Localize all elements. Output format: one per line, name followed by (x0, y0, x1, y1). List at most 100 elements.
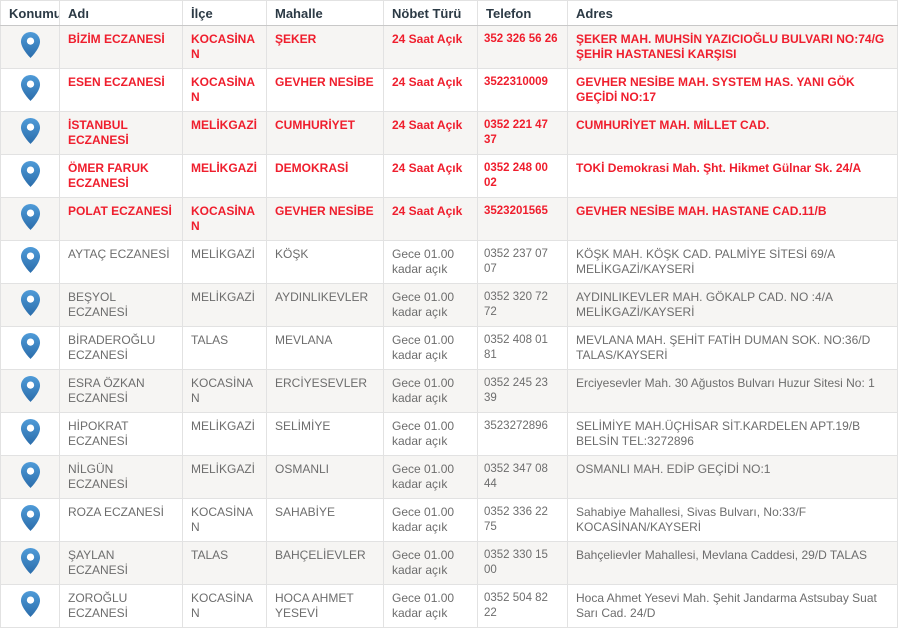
address-cell: ŞEKER MAH. MUHSİN YAZICIOĞLU BULVARI NO:… (567, 25, 898, 69)
location-cell (0, 283, 60, 327)
table-row: POLAT ECZANESİ KOCASİNAN GEVHER NESİBE 24 S… (0, 197, 898, 241)
phone-cell: 0352 330 15 00 (477, 541, 568, 585)
duty-type-cell: Gece 01.00 kadar açık (383, 326, 478, 370)
header-phone: Telefon (477, 0, 568, 26)
phone-cell: 0352 336 22 75 (477, 498, 568, 542)
district-cell: MELİKGAZİ (182, 240, 267, 284)
location-cell (0, 154, 60, 198)
location-cell (0, 326, 60, 370)
table-row: BİZİM ECZANESİ KOCASİNAN ŞEKER 24 Saat Açık… (0, 25, 898, 69)
pharmacy-name: İSTANBUL ECZANESİ (59, 111, 183, 155)
duty-type-cell: 24 Saat Açık (383, 111, 478, 155)
neighborhood-cell: DEMOKRASİ (266, 154, 384, 198)
location-cell (0, 68, 60, 112)
district-cell: KOCASİNAN (182, 68, 267, 112)
location-cell (0, 369, 60, 413)
location-pin-icon[interactable] (20, 376, 41, 402)
phone-cell: 0352 504 82 22 (477, 584, 568, 628)
header-neighborhood: Mahalle (266, 0, 384, 26)
table-row: İSTANBUL ECZANESİ MELİKGAZİ CUMHURİYET 24 S… (0, 111, 898, 155)
phone-cell: 3523201565 (477, 197, 568, 241)
header-district: İlçe (182, 0, 267, 26)
table-row: HİPOKRAT ECZANESİ MELİKGAZİ SELİMİYE Gece 0… (0, 412, 898, 456)
phone-cell: 0352 221 47 37 (477, 111, 568, 155)
address-cell: Sahabiye Mahallesi, Sivas Bulvarı, No:33… (567, 498, 898, 542)
pharmacy-name: POLAT ECZANESİ (59, 197, 183, 241)
neighborhood-cell: GEVHER NESİBE (266, 197, 384, 241)
location-pin-icon[interactable] (20, 118, 41, 144)
table-row: AYTAÇ ECZANESİ MELİKGAZİ KÖŞK Gece 01.00 ka… (0, 240, 898, 284)
district-cell: MELİKGAZİ (182, 412, 267, 456)
neighborhood-cell: ŞEKER (266, 25, 384, 69)
address-cell: AYDINLIKEVLER MAH. GÖKALP CAD. NO :4/A M… (567, 283, 898, 327)
neighborhood-cell: AYDINLIKEVLER (266, 283, 384, 327)
duty-type-cell: 24 Saat Açık (383, 154, 478, 198)
location-cell (0, 412, 60, 456)
district-cell: KOCASİNAN (182, 369, 267, 413)
duty-type-cell: Gece 01.00 kadar açık (383, 283, 478, 327)
address-cell: SELİMİYE MAH.ÜÇHİSAR SİT.KARDELEN APT.19… (567, 412, 898, 456)
address-cell: Hoca Ahmet Yesevi Mah. Şehit Jandarma As… (567, 584, 898, 628)
phone-cell: 352 326 56 26 (477, 25, 568, 69)
location-pin-icon[interactable] (20, 462, 41, 488)
pharmacy-table-body: BİZİM ECZANESİ KOCASİNAN ŞEKER 24 Saat Açık… (0, 25, 898, 628)
table-row: ŞAYLAN ECZANESİ TALAS BAHÇELİEVLER Gece 01.… (0, 541, 898, 585)
location-pin-icon[interactable] (20, 290, 41, 316)
location-cell (0, 541, 60, 585)
neighborhood-cell: BAHÇELİEVLER (266, 541, 384, 585)
pharmacy-name: ÖMER FARUK ECZANESİ (59, 154, 183, 198)
phone-cell: 0352 320 72 72 (477, 283, 568, 327)
pharmacy-name: ESRA ÖZKAN ECZANESİ (59, 369, 183, 413)
duty-type-cell: Gece 01.00 kadar açık (383, 412, 478, 456)
location-pin-icon[interactable] (20, 204, 41, 230)
header-location: Konumu (0, 0, 60, 26)
location-pin-icon[interactable] (20, 333, 41, 359)
address-cell: GEVHER NESİBE MAH. SYSTEM HAS. YANI GÖK … (567, 68, 898, 112)
table-row: BEŞYOL ECZANESİ MELİKGAZİ AYDINLIKEVLER Gec… (0, 283, 898, 327)
duty-type-cell: 24 Saat Açık (383, 197, 478, 241)
district-cell: KOCASİNAN (182, 498, 267, 542)
phone-cell: 0352 237 07 07 (477, 240, 568, 284)
header-row: Konumu Adı İlçe Mahalle Nöbet Türü Telef… (0, 0, 898, 26)
neighborhood-cell: ERCİYESEVLER (266, 369, 384, 413)
location-pin-icon[interactable] (20, 75, 41, 101)
location-pin-icon[interactable] (20, 505, 41, 531)
neighborhood-cell: HOCA AHMET YESEVİ (266, 584, 384, 628)
phone-cell: 3523272896 (477, 412, 568, 456)
pharmacy-name: NİLGÜN ECZANESİ (59, 455, 183, 499)
pharmacy-name: ROZA ECZANESİ (59, 498, 183, 542)
location-cell (0, 498, 60, 542)
phone-cell: 3522310009 (477, 68, 568, 112)
phone-cell: 0352 245 23 39 (477, 369, 568, 413)
pharmacy-name: AYTAÇ ECZANESİ (59, 240, 183, 284)
district-cell: MELİKGAZİ (182, 455, 267, 499)
location-pin-icon[interactable] (20, 32, 41, 58)
location-cell (0, 240, 60, 284)
location-cell (0, 25, 60, 69)
pharmacy-name: ZOROĞLU ECZANESİ (59, 584, 183, 628)
duty-type-cell: Gece 01.00 kadar açık (383, 584, 478, 628)
table-row: ROZA ECZANESİ KOCASİNAN SAHABİYE Gece 01.00… (0, 498, 898, 542)
header-duty-type: Nöbet Türü (383, 0, 478, 26)
neighborhood-cell: KÖŞK (266, 240, 384, 284)
address-cell: Erciyesevler Mah. 30 Ağustos Bulvarı Huz… (567, 369, 898, 413)
location-pin-icon[interactable] (20, 161, 41, 187)
duty-type-cell: Gece 01.00 kadar açık (383, 240, 478, 284)
location-pin-icon[interactable] (20, 548, 41, 574)
location-pin-icon[interactable] (20, 419, 41, 445)
district-cell: MELİKGAZİ (182, 111, 267, 155)
district-cell: TALAS (182, 326, 267, 370)
address-cell: TOKİ Demokrasi Mah. Şht. Hikmet Gülnar S… (567, 154, 898, 198)
pharmacy-name: BİZİM ECZANESİ (59, 25, 183, 69)
neighborhood-cell: SELİMİYE (266, 412, 384, 456)
district-cell: KOCASİNAN (182, 25, 267, 69)
location-pin-icon[interactable] (20, 247, 41, 273)
phone-cell: 0352 347 08 44 (477, 455, 568, 499)
location-cell (0, 584, 60, 628)
header-address: Adres (567, 0, 898, 26)
duty-type-cell: Gece 01.00 kadar açık (383, 541, 478, 585)
pharmacy-name: ŞAYLAN ECZANESİ (59, 541, 183, 585)
location-pin-icon[interactable] (20, 591, 41, 617)
table-row: ESEN ECZANESİ KOCASİNAN GEVHER NESİBE 24 Sa… (0, 68, 898, 112)
